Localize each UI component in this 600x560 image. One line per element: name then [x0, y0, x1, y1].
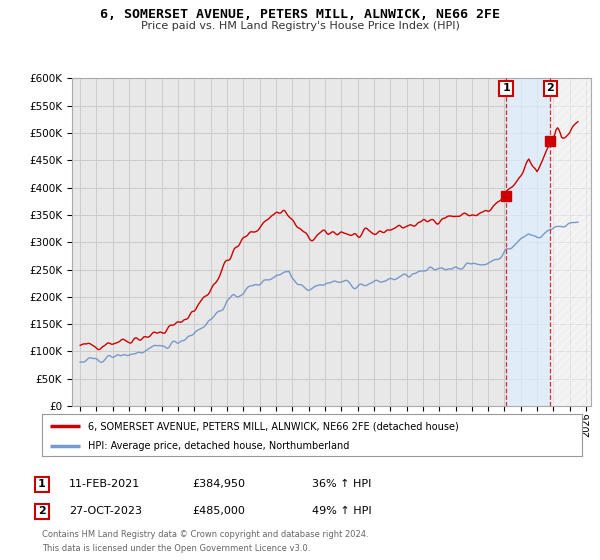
Text: 1: 1 — [38, 479, 46, 489]
Text: £485,000: £485,000 — [192, 506, 245, 516]
Text: Contains HM Land Registry data © Crown copyright and database right 2024.: Contains HM Land Registry data © Crown c… — [42, 530, 368, 539]
Text: This data is licensed under the Open Government Licence v3.0.: This data is licensed under the Open Gov… — [42, 544, 310, 553]
Text: 2: 2 — [547, 83, 554, 94]
Text: £384,950: £384,950 — [192, 479, 245, 489]
Text: 49% ↑ HPI: 49% ↑ HPI — [312, 506, 371, 516]
Text: 11-FEB-2021: 11-FEB-2021 — [69, 479, 140, 489]
Bar — [550, 78, 594, 406]
Text: 27-OCT-2023: 27-OCT-2023 — [69, 506, 142, 516]
Text: Price paid vs. HM Land Registry's House Price Index (HPI): Price paid vs. HM Land Registry's House … — [140, 21, 460, 31]
Text: 36% ↑ HPI: 36% ↑ HPI — [312, 479, 371, 489]
Text: 1: 1 — [502, 83, 510, 94]
Text: 6, SOMERSET AVENUE, PETERS MILL, ALNWICK, NE66 2FE (detached house): 6, SOMERSET AVENUE, PETERS MILL, ALNWICK… — [88, 421, 458, 431]
Text: HPI: Average price, detached house, Northumberland: HPI: Average price, detached house, Nort… — [88, 441, 349, 451]
Text: 2: 2 — [38, 506, 46, 516]
Bar — [506, 78, 550, 406]
Text: 6, SOMERSET AVENUE, PETERS MILL, ALNWICK, NE66 2FE: 6, SOMERSET AVENUE, PETERS MILL, ALNWICK… — [100, 8, 500, 21]
